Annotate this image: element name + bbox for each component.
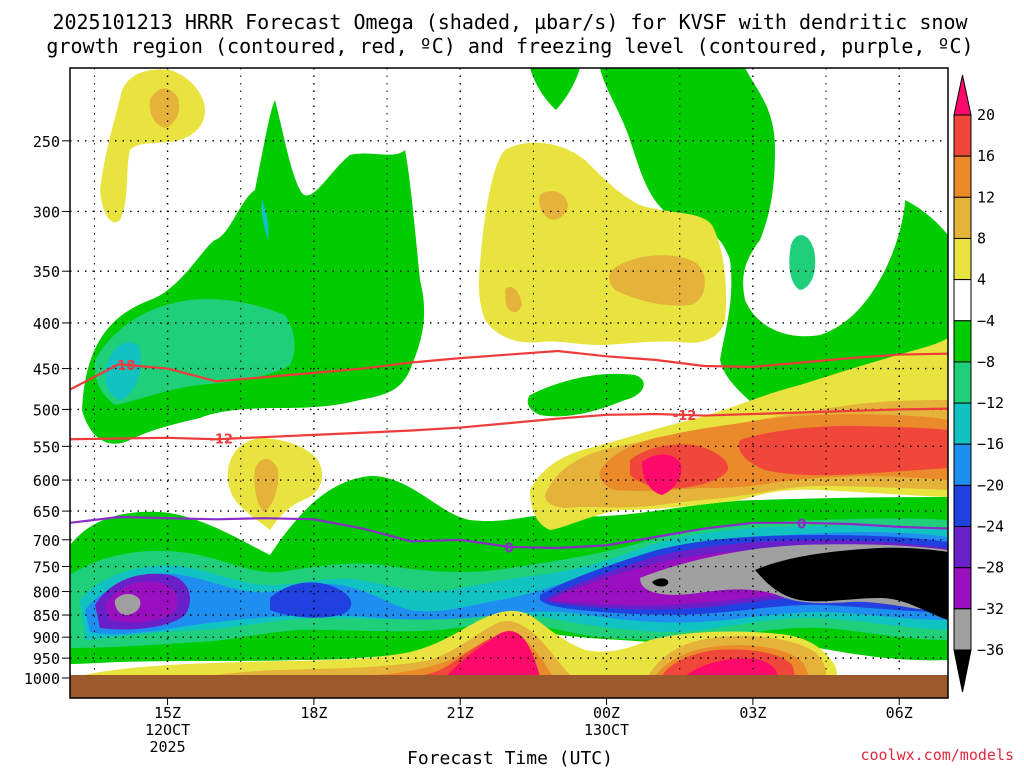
omega-topright-seagreen: [789, 235, 816, 290]
omega-left-orange: [254, 458, 279, 512]
colorbar-segment: [953, 237, 972, 281]
chart-title-line2: growth region (contoured, red, ºC) and f…: [46, 34, 973, 58]
omega-mid-red-region-2: [738, 425, 948, 476]
colorbar: 20 16 12 8 4 −4 −8 −12 −16 −20 −24 −28 −32 −36: [953, 74, 1004, 693]
x-tick-label: 06Z: [886, 704, 913, 722]
colorbar-segment: [953, 320, 972, 363]
colorbar-label: −32: [977, 600, 1004, 618]
omega-mid-magenta-region: [642, 454, 682, 495]
colorbar-label: −8: [977, 353, 995, 371]
colorbar-label: −16: [977, 435, 1004, 453]
y-tick-label: 850: [33, 607, 60, 625]
colorbar-label: −36: [977, 641, 1004, 659]
dgz-upper-contour: [70, 349, 948, 391]
plot-frame: [69, 67, 949, 699]
omega-dark-blue-region: [270, 582, 352, 618]
omega-upper-turquoise-region: [104, 342, 142, 400]
y-tick-label: 550: [33, 438, 60, 456]
colorbar-label: 20: [977, 106, 995, 124]
y-tick-label: 400: [33, 315, 60, 333]
omega-topleft-orange: [149, 88, 180, 128]
y-axis: 250 300 350 400 450 500 550 600 650 700 750 800 850 9…: [24, 133, 70, 688]
y-tick-label: 950: [33, 650, 60, 668]
colorbar-segment: [953, 155, 972, 198]
colorbar-segment: [953, 361, 972, 404]
colorbar-label: 4: [977, 271, 986, 289]
plot-area: -18 -12 -12 0 0: [70, 68, 948, 698]
omega-upper-orange-1: [539, 191, 568, 220]
dgz-lower-label-left: -12: [209, 433, 233, 448]
x-tick-label: 13OCT: [584, 721, 629, 739]
y-tick-label: 800: [33, 584, 60, 602]
x-axis-title: Forecast Time (UTC): [407, 748, 613, 768]
y-tick-label: 650: [33, 503, 60, 521]
ground-surface: [70, 675, 948, 698]
colorbar-segment: [953, 114, 972, 157]
freezing-label-mid: 0: [504, 541, 513, 556]
colorbar-label: 12: [977, 188, 995, 206]
colorbar-label: 16: [977, 147, 995, 165]
colorbar-label: −24: [977, 518, 1004, 536]
colorbar-label: −20: [977, 476, 1004, 494]
omega-black-region: [755, 547, 948, 620]
colorbar-segment: [953, 567, 972, 610]
y-tick-label: 250: [33, 133, 60, 151]
colorbar-segment: [953, 526, 972, 569]
freezing-level-contour: [70, 515, 948, 550]
x-tick-label: 21Z: [447, 704, 474, 722]
omega-topright-green-region: [600, 68, 948, 431]
dgz-lower-contour: [70, 407, 948, 441]
freezing-label-right: 0: [797, 517, 806, 532]
omega-upper-orange-3: [505, 286, 522, 313]
omega-mid-green-pocket: [527, 373, 644, 417]
y-tick-label: 450: [33, 361, 60, 379]
omega-black-region-2: [652, 578, 669, 587]
credit-text: coolwx.com/models: [860, 746, 1014, 764]
x-tick-label: 2025: [149, 738, 185, 756]
y-tick-label: 600: [33, 472, 60, 490]
y-tick-label: 350: [33, 263, 60, 281]
x-tick-label: 18Z: [300, 704, 327, 722]
dgz-upper-label: -18: [112, 359, 136, 374]
colorbar-segment: [953, 279, 972, 322]
colorbar-segment: [953, 484, 972, 528]
y-tick-label: 500: [33, 401, 60, 419]
contour-lines: -18 -12 -12 0 0: [70, 349, 948, 556]
colorbar-bottom-arrow: [953, 649, 972, 693]
x-tick-label: 00Z: [593, 704, 620, 722]
x-tick-label: 12OCT: [145, 721, 190, 739]
colorbar-label: −4: [977, 312, 995, 330]
colorbar-segment: [953, 196, 972, 239]
omega-gray-region: [114, 594, 141, 615]
colorbar-label: 8: [977, 229, 986, 247]
y-tick-label: 750: [33, 559, 60, 577]
y-tick-label: 700: [33, 532, 60, 550]
colorbar-label: −12: [977, 394, 1004, 412]
y-tick-label: 1000: [24, 670, 60, 688]
colorbar-top-arrow: [953, 74, 972, 116]
omega-upper-turquoise-2: [261, 200, 269, 240]
omega-upper-orange-2: [609, 255, 705, 306]
dotted-grid: [70, 68, 948, 698]
dgz-lower-label-right: -12: [673, 409, 697, 424]
colorbar-segment: [953, 402, 972, 445]
colorbar-segment: [953, 608, 972, 651]
colorbar-segment: [953, 443, 972, 486]
y-tick-label: 900: [33, 629, 60, 647]
omega-topright-green-2: [530, 68, 580, 110]
x-tick-label: 15Z: [154, 704, 181, 722]
colorbar-label: −28: [977, 559, 1004, 577]
x-tick-label: 03Z: [739, 704, 766, 722]
chart-title-line1: 2025101213 HRRR Forecast Omega (shaded, …: [52, 10, 968, 34]
y-tick-label: 300: [33, 203, 60, 221]
